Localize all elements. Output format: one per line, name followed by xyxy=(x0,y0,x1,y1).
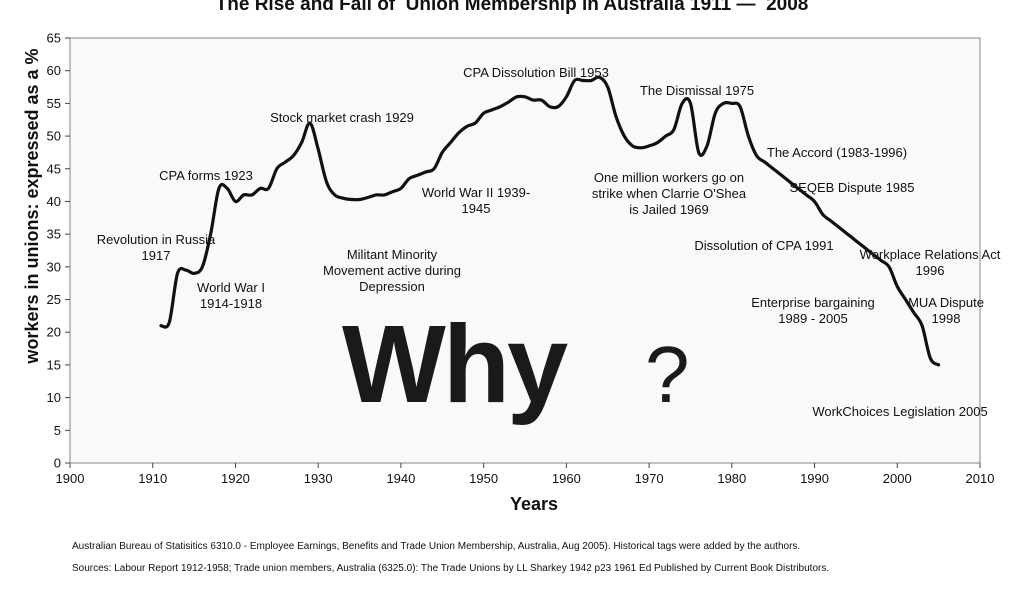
x-tick-label: 1950 xyxy=(469,471,498,486)
x-tick-label: 1910 xyxy=(138,471,167,486)
series-line-union-membership xyxy=(159,75,941,367)
annotation-label: Dissolution of CPA 1991 xyxy=(694,238,833,253)
y-tick-label: 25 xyxy=(47,292,61,307)
source-note-2: Sources: Labour Report 1912-1958; Trade … xyxy=(72,563,830,574)
annotation-label: CPA Dissolution Bill 1953 xyxy=(463,65,609,80)
x-tick-label: 1930 xyxy=(304,471,333,486)
annotation-label: The Accord (1983-1996) xyxy=(767,145,907,160)
annotation-label: World War I xyxy=(197,280,265,295)
y-axis: 0 5 10 15 20 25 30 35 40 45 50 55 60 65 xyxy=(47,31,70,471)
annotation-label: 1917 xyxy=(142,248,171,263)
annotation-label: Revolution in Russia xyxy=(97,232,216,247)
annotation-label: 1998 xyxy=(932,311,961,326)
y-axis-label: workers in unions: expressed as a % xyxy=(22,48,42,364)
y-tick-label: 45 xyxy=(47,161,61,176)
annotation-label: World War II 1939- xyxy=(422,185,530,200)
annotation-label: WorkChoices Legislation 2005 xyxy=(812,404,987,419)
x-axis-label: Years xyxy=(510,494,558,514)
annotation-label: 1996 xyxy=(916,263,945,278)
y-tick-label: 40 xyxy=(47,194,61,209)
y-tick-label: 35 xyxy=(47,227,61,242)
y-tick-label: 65 xyxy=(47,31,61,46)
y-tick-label: 20 xyxy=(47,325,61,340)
annotation-label: 1945 xyxy=(462,201,491,216)
annotation-label: 1989 - 2005 xyxy=(778,311,847,326)
annotation-label: CPA forms 1923 xyxy=(159,168,253,183)
x-axis: 1900 1910 1920 1930 1940 1950 1960 1970 1980 1990… xyxy=(56,463,995,486)
annotation-label: The Dismissal 1975 xyxy=(640,83,754,98)
annotation-label: Stock market crash 1929 xyxy=(270,110,414,125)
x-tick-label: 1960 xyxy=(552,471,581,486)
annotation-label: strike when Clarrie O'Shea xyxy=(592,186,747,201)
annotation-label: Enterprise bargaining xyxy=(751,295,875,310)
x-tick-label: 1920 xyxy=(221,471,250,486)
chart-title: The Rise and Fall of Union Membership in… xyxy=(215,0,809,15)
annotation-label: Workplace Relations Act xyxy=(860,247,1001,262)
annotation-label: Movement active during xyxy=(323,263,461,278)
annotation-label: MUA Dispute xyxy=(908,295,984,310)
annotation-label: Depression xyxy=(359,279,425,294)
why-word: Why xyxy=(342,303,568,426)
y-tick-label: 15 xyxy=(47,357,61,372)
y-tick-label: 50 xyxy=(47,129,61,144)
why-overlay: Why ? xyxy=(342,303,690,426)
annotation-label: Militant Minority xyxy=(347,247,438,262)
x-tick-label: 1940 xyxy=(386,471,415,486)
y-tick-label: 30 xyxy=(47,259,61,274)
x-tick-label: 1980 xyxy=(717,471,746,486)
x-tick-label: 2010 xyxy=(966,471,995,486)
annotation-label: is Jailed 1969 xyxy=(629,202,709,217)
y-tick-label: 0 xyxy=(54,456,61,471)
x-tick-label: 2000 xyxy=(883,471,912,486)
x-tick-label: 1970 xyxy=(635,471,664,486)
x-tick-label: 1990 xyxy=(800,471,829,486)
x-tick-label: 1900 xyxy=(56,471,85,486)
annotation-label: One million workers go on xyxy=(594,170,744,185)
annotation-label: SEQEB Dispute 1985 xyxy=(789,180,914,195)
y-tick-label: 5 xyxy=(54,423,61,438)
y-tick-label: 60 xyxy=(47,63,61,78)
why-question-mark: ? xyxy=(645,330,690,419)
y-tick-label: 55 xyxy=(47,96,61,111)
y-tick-label: 10 xyxy=(47,390,61,405)
annotation-label: 1914-1918 xyxy=(200,296,262,311)
source-note-1: Australian Bureau of Statisitics 6310.0 … xyxy=(72,541,801,552)
plot-area xyxy=(69,37,981,464)
